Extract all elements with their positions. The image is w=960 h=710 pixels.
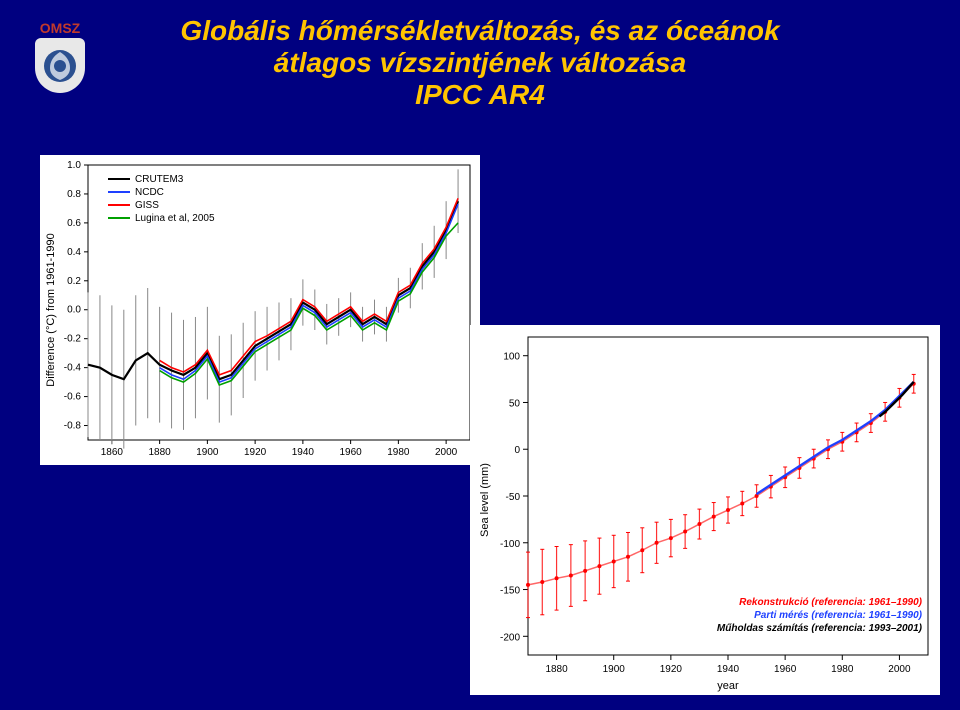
- temperature-chart: 1860 1880 1900 1920 1940 1960 1980 2000 -0.8 -0.6…: [40, 155, 480, 465]
- svg-text:year: year: [717, 680, 739, 692]
- svg-text:0.2: 0.2: [67, 276, 81, 287]
- svg-text:CRUTEM3: CRUTEM3: [135, 174, 184, 185]
- svg-text:-200: -200: [500, 632, 520, 643]
- svg-text:Lugina et al, 2005: Lugina et al, 2005: [135, 213, 215, 224]
- sea-level-chart: 1880 1900 1920 1940 1960 1980 2000 -200 -150 -100…: [470, 325, 940, 695]
- svg-text:1.0: 1.0: [67, 160, 81, 171]
- title-line-2: átlagos vízszintjének változása: [274, 47, 686, 78]
- svg-text:0.6: 0.6: [67, 218, 81, 229]
- sea-level-chart-svg: 1880 1900 1920 1940 1960 1980 2000 -200 -150 -100…: [470, 325, 940, 695]
- svg-text:1960: 1960: [340, 447, 363, 458]
- svg-text:2000: 2000: [888, 664, 911, 675]
- svg-text:Műholdas számítás (referencia:: Műholdas számítás (referencia: 1993–2001…: [717, 623, 923, 634]
- svg-text:1980: 1980: [387, 447, 410, 458]
- svg-text:-150: -150: [500, 586, 520, 597]
- svg-text:1900: 1900: [196, 447, 219, 458]
- slide-title: Globális hőmérsékletváltozás, és az óceá…: [0, 0, 960, 111]
- svg-text:NCDC: NCDC: [135, 187, 164, 198]
- svg-text:0.8: 0.8: [67, 189, 81, 200]
- svg-text:1940: 1940: [717, 664, 740, 675]
- svg-text:-50: -50: [506, 492, 521, 503]
- temperature-chart-svg: 1860 1880 1900 1920 1940 1960 1980 2000 -0.8 -0.6…: [40, 155, 480, 465]
- svg-text:1920: 1920: [244, 447, 267, 458]
- svg-text:100: 100: [503, 352, 520, 363]
- logo-shield: [35, 38, 85, 93]
- omsz-logo: OMSZ: [30, 20, 90, 95]
- svg-text:1880: 1880: [149, 447, 172, 458]
- svg-text:1980: 1980: [831, 664, 854, 675]
- logo-text: OMSZ: [30, 20, 90, 36]
- svg-text:-0.2: -0.2: [64, 334, 82, 345]
- svg-text:1880: 1880: [545, 664, 568, 675]
- svg-text:-0.6: -0.6: [64, 392, 82, 403]
- svg-text:0.4: 0.4: [67, 247, 81, 258]
- svg-text:1860: 1860: [101, 447, 124, 458]
- svg-text:Sea level (mm): Sea level (mm): [479, 463, 491, 537]
- svg-text:-0.8: -0.8: [64, 421, 82, 432]
- svg-text:0: 0: [514, 445, 520, 456]
- title-line-1: Globális hőmérsékletváltozás, és az óceá…: [180, 15, 779, 46]
- svg-text:50: 50: [509, 398, 521, 409]
- svg-text:1940: 1940: [292, 447, 315, 458]
- svg-text:Difference (°C) from 1961-1990: Difference (°C) from 1961-1990: [45, 233, 57, 386]
- svg-text:1960: 1960: [774, 664, 797, 675]
- svg-text:1920: 1920: [660, 664, 683, 675]
- svg-text:0.0: 0.0: [67, 305, 81, 316]
- svg-text:1900: 1900: [603, 664, 626, 675]
- svg-text:2000: 2000: [435, 447, 458, 458]
- title-line-3: IPCC AR4: [415, 79, 545, 110]
- svg-text:-100: -100: [500, 539, 520, 550]
- svg-text:Parti mérés (referencia: 1961–: Parti mérés (referencia: 1961–1990): [754, 610, 923, 621]
- svg-text:GISS: GISS: [135, 200, 159, 211]
- svg-text:-0.4: -0.4: [64, 363, 82, 374]
- svg-text:Rekonstrukció (referencia: 196: Rekonstrukció (referencia: 1961–1990): [739, 597, 923, 608]
